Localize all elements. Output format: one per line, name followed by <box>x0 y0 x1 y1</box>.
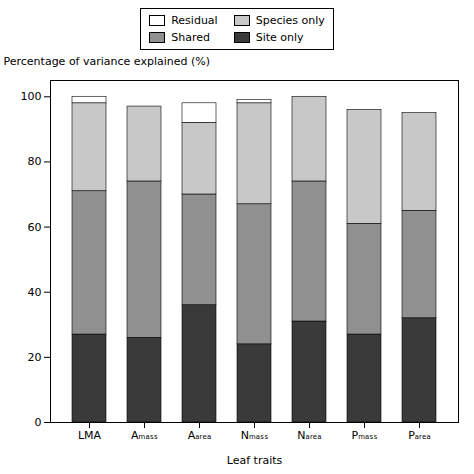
html-text:Site only: Site only <box>255 31 304 44</box>
svg-text:Percentage of variance explain: Percentage of variance explained (%) <box>4 55 211 68</box>
html-text:Species only: Species only <box>255 14 325 27</box>
svg-text:Aₘₐₛₛ: Aₘₐₛₛ <box>131 429 158 442</box>
svg-text:0: 0 <box>35 416 42 429</box>
svg-text:60: 60 <box>28 221 42 234</box>
svg-text:Pₘₐₛₛ: Pₘₐₛₛ <box>351 429 377 442</box>
svg-text:Leaf traits: Leaf traits <box>227 454 283 467</box>
svg-text:Pₐᵣₑₐ: Pₐᵣₑₐ <box>408 429 431 442</box>
svg-text:LMA: LMA <box>78 429 102 442</box>
svg-text:40: 40 <box>28 286 42 299</box>
svg-text:100: 100 <box>21 90 42 103</box>
html-text:Residual: Residual <box>171 14 218 27</box>
svg-text:Nₘₐₛₛ: Nₘₐₛₛ <box>241 429 269 442</box>
svg-text:Nₐᵣₑₐ: Nₐᵣₑₐ <box>297 429 321 442</box>
svg-text:20: 20 <box>28 351 42 364</box>
svg-text:Aₐᵣₑₐ: Aₐᵣₑₐ <box>188 429 212 442</box>
svg-text:80: 80 <box>28 155 42 168</box>
html-text:Shared: Shared <box>171 31 210 44</box>
